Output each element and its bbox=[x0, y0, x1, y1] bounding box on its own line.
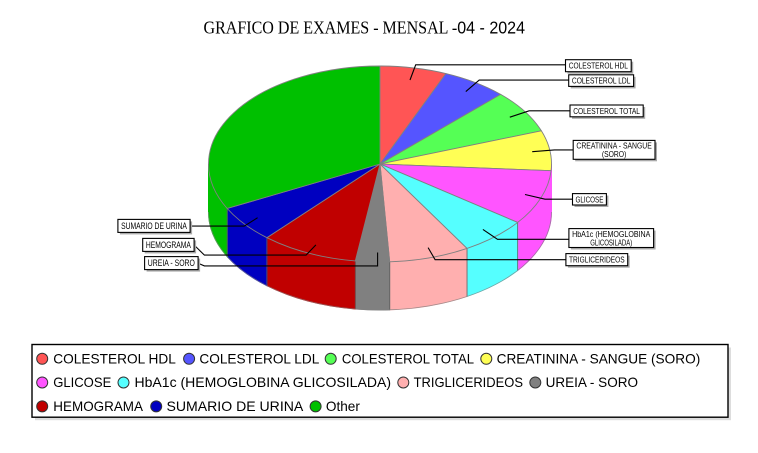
svg-text:UREIA - SORO: UREIA - SORO bbox=[148, 258, 195, 268]
svg-text:(SORO): (SORO) bbox=[602, 149, 627, 159]
svg-text:GLICOSE: GLICOSE bbox=[53, 374, 111, 390]
svg-text:HbA1c (HEMOGLOBINA GLICOSILADA: HbA1c (HEMOGLOBINA GLICOSILADA) bbox=[135, 374, 392, 390]
svg-text:COLESTEROL LDL: COLESTEROL LDL bbox=[199, 351, 319, 367]
svg-text:COLESTEROL HDL: COLESTEROL HDL bbox=[569, 61, 629, 71]
svg-text:HEMOGRAMA: HEMOGRAMA bbox=[146, 240, 192, 250]
svg-text:GLICOSILADA): GLICOSILADA) bbox=[590, 237, 632, 247]
svg-text:CREATININA - SANGUE (SORO): CREATININA - SANGUE (SORO) bbox=[497, 351, 701, 367]
svg-text:UREIA - SORO: UREIA - SORO bbox=[546, 374, 639, 390]
svg-text:GLICOSE: GLICOSE bbox=[576, 194, 604, 204]
svg-text:COLESTEROL HDL: COLESTEROL HDL bbox=[53, 351, 176, 367]
svg-text:Other: Other bbox=[326, 398, 360, 414]
svg-text:COLESTEROL TOTAL: COLESTEROL TOTAL bbox=[342, 351, 474, 367]
svg-text:GRAFICO DE EXAMES - MENSAL -04: GRAFICO DE EXAMES - MENSAL -04 - 2024 bbox=[204, 17, 526, 37]
svg-text:TRIGLICERIDEOS: TRIGLICERIDEOS bbox=[414, 374, 523, 390]
svg-text:CREATININA - SANGUE: CREATININA - SANGUE bbox=[576, 141, 652, 151]
svg-text:HEMOGRAMA: HEMOGRAMA bbox=[53, 398, 143, 414]
svg-text:TRIGLICERIDEOS: TRIGLICERIDEOS bbox=[569, 255, 625, 265]
svg-text:COLESTEROL TOTAL: COLESTEROL TOTAL bbox=[573, 106, 640, 116]
svg-text:SUMARIO DE URINA: SUMARIO DE URINA bbox=[167, 398, 304, 414]
svg-text:COLESTEROL LDL: COLESTEROL LDL bbox=[572, 76, 631, 86]
svg-text:HbA1c (HEMOGLOBINA: HbA1c (HEMOGLOBINA bbox=[572, 229, 651, 239]
svg-text:SUMARIO DE URINA: SUMARIO DE URINA bbox=[121, 221, 187, 231]
